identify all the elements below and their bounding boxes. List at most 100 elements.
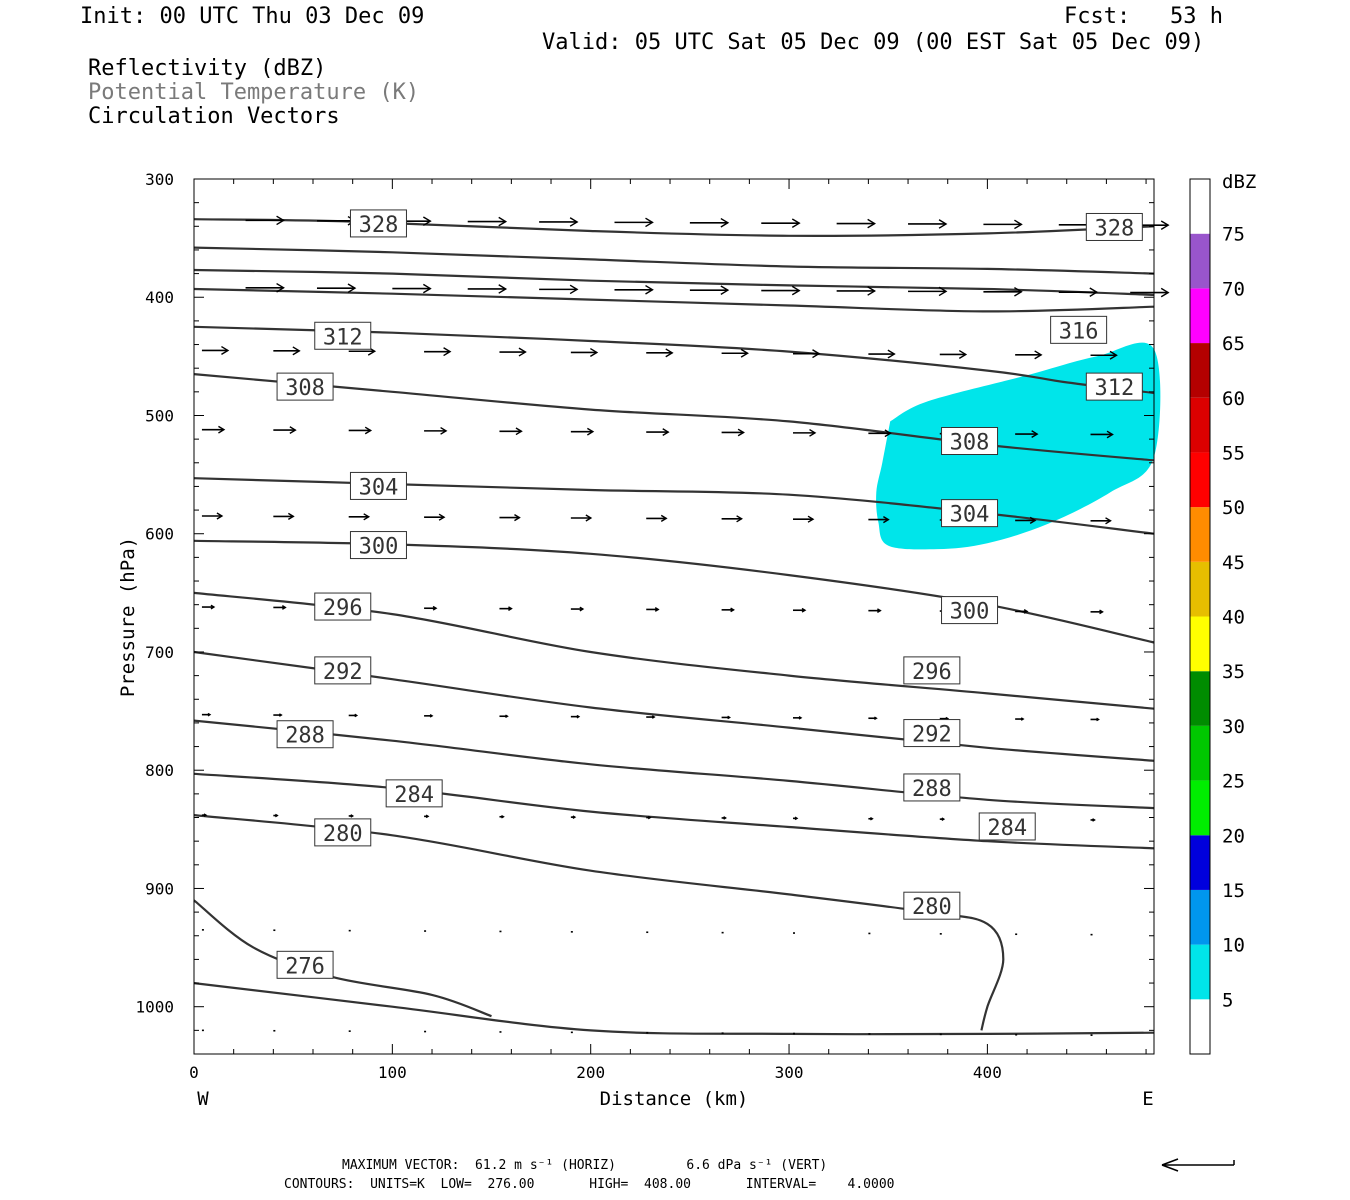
vector-7-8 [793, 816, 799, 821]
contour-label-box-308-0 [276, 372, 334, 401]
vector-6-2 [348, 713, 359, 718]
vector-6-4 [499, 714, 509, 719]
colorbar-swatch-9 [1190, 507, 1210, 562]
vector-3-11 [1015, 430, 1039, 438]
y-tick-label-300: 300 [145, 170, 174, 189]
vector-5-11 [1015, 609, 1029, 614]
contour-280 [193, 814, 1005, 1031]
vector-1-1 [316, 283, 357, 293]
vector-4-8 [793, 515, 815, 523]
contour-label-box-328-0 [349, 209, 407, 238]
colorbar-swatch-12 [1190, 343, 1210, 398]
y-tick-label-900: 900 [145, 879, 174, 898]
footer-contours: CONTOURS: UNITS=K LOW= 276.00 HIGH= 408.… [284, 1177, 895, 1192]
contour-label-284-0: 284 [394, 783, 434, 808]
contour-label-box-292-0 [314, 656, 372, 685]
vector-1-3 [467, 284, 508, 294]
colorbar-level-20: 20 [1222, 825, 1245, 847]
colorbar-swatch-8 [1190, 561, 1210, 617]
colorbar-swatch-6 [1190, 671, 1210, 726]
vector-3-0 [201, 425, 226, 434]
vector-0-4 [539, 217, 579, 227]
vector-0-1 [316, 215, 357, 226]
vector-1-5 [614, 284, 654, 295]
y-tick-label-500: 500 [145, 406, 174, 425]
contour-label-300-0: 300 [359, 535, 399, 560]
vector-6-8 [793, 716, 803, 720]
vector-1-9 [908, 286, 948, 297]
contour-label-box-288-0 [276, 720, 334, 749]
vector-7-1 [273, 813, 279, 818]
vector-3-1 [273, 426, 297, 434]
contour-320 [193, 268, 1155, 296]
colorbar-swatch-11 [1190, 397, 1210, 453]
vector-0-8 [836, 218, 877, 229]
colorbar-swatch-2 [1190, 889, 1210, 945]
contour-label-box-304-1 [941, 499, 999, 528]
vector-2-4 [499, 347, 527, 357]
contour-label-308-1: 308 [950, 431, 990, 456]
vector-5-5 [570, 606, 585, 612]
vector-7-0 [201, 813, 208, 817]
vector-4-4 [499, 513, 521, 522]
vector-5-9 [868, 608, 882, 614]
y-tick-label-400: 400 [145, 288, 174, 307]
y-tick-label-1000: 1000 [135, 998, 174, 1017]
y-axis-label: Pressure (hPa) [117, 537, 139, 697]
vector-2-8 [793, 349, 821, 359]
vector-0-5 [614, 217, 654, 228]
vector-6-3 [424, 714, 434, 718]
vector-6-9 [868, 716, 878, 721]
vector-4-1 [273, 512, 295, 520]
contour-label-box-300-1 [941, 596, 999, 625]
vector-4-6 [646, 514, 668, 522]
vector-1-6 [689, 285, 730, 295]
colorbar-level-70: 70 [1222, 278, 1245, 300]
vector-2-7 [721, 348, 749, 358]
vector-3-4 [499, 427, 523, 436]
vector-3-9 [868, 429, 892, 438]
vector-4-9 [868, 515, 890, 524]
vector-7-10 [939, 817, 946, 821]
contour-label-312-1: 312 [1094, 376, 1134, 401]
vector-7-5 [570, 815, 577, 819]
colorbar-level-10: 10 [1222, 935, 1245, 957]
vector-0-0 [245, 215, 285, 226]
vector-6-6 [646, 715, 656, 719]
contour-300 [193, 539, 1155, 644]
contour-label-316-0: 316 [1059, 319, 1099, 344]
vector-3-2 [348, 426, 373, 435]
contour-316 [193, 287, 1155, 313]
vector-5-12 [1090, 609, 1104, 615]
x-tick-label-400: 400 [973, 1063, 1002, 1082]
colorbar-level-40: 40 [1222, 607, 1245, 629]
vector-4-12 [1090, 517, 1112, 525]
contour-label-300-1: 300 [950, 600, 990, 625]
vector-2-3 [424, 347, 452, 357]
colorbar-unit: dBZ [1222, 171, 1256, 193]
contour-328 [193, 218, 1155, 237]
contour-label-box-300-0 [349, 531, 407, 560]
vector-5-0 [201, 604, 216, 610]
colorbar-level-25: 25 [1222, 771, 1245, 793]
contour-label-box-296-0 [314, 592, 372, 621]
colorbar-level-65: 65 [1222, 333, 1245, 355]
vector-1-4 [539, 284, 579, 295]
vector-2-10 [939, 349, 968, 359]
contour-288 [193, 719, 1155, 810]
vector-1-12 [1130, 287, 1170, 298]
vector-1-8 [836, 286, 877, 296]
vector-3-7 [721, 428, 745, 437]
vector-2-12 [1090, 350, 1118, 360]
vector-6-7 [721, 715, 731, 720]
x-axis-label: Distance (km) [600, 1088, 749, 1110]
init-time: Init: 00 UTC Thu 03 Dec 09 [80, 4, 425, 29]
colorbar-level-35: 35 [1222, 661, 1245, 683]
colorbar-level-50: 50 [1222, 497, 1245, 519]
vector-2-9 [868, 349, 896, 359]
vector-7-4 [499, 814, 505, 819]
vector-4-7 [721, 515, 743, 523]
axis-layer: 0 100 200 300 400 300 400 500 600 700 800 900 1000 [135, 170, 1154, 1082]
contour-324 [193, 246, 1155, 275]
